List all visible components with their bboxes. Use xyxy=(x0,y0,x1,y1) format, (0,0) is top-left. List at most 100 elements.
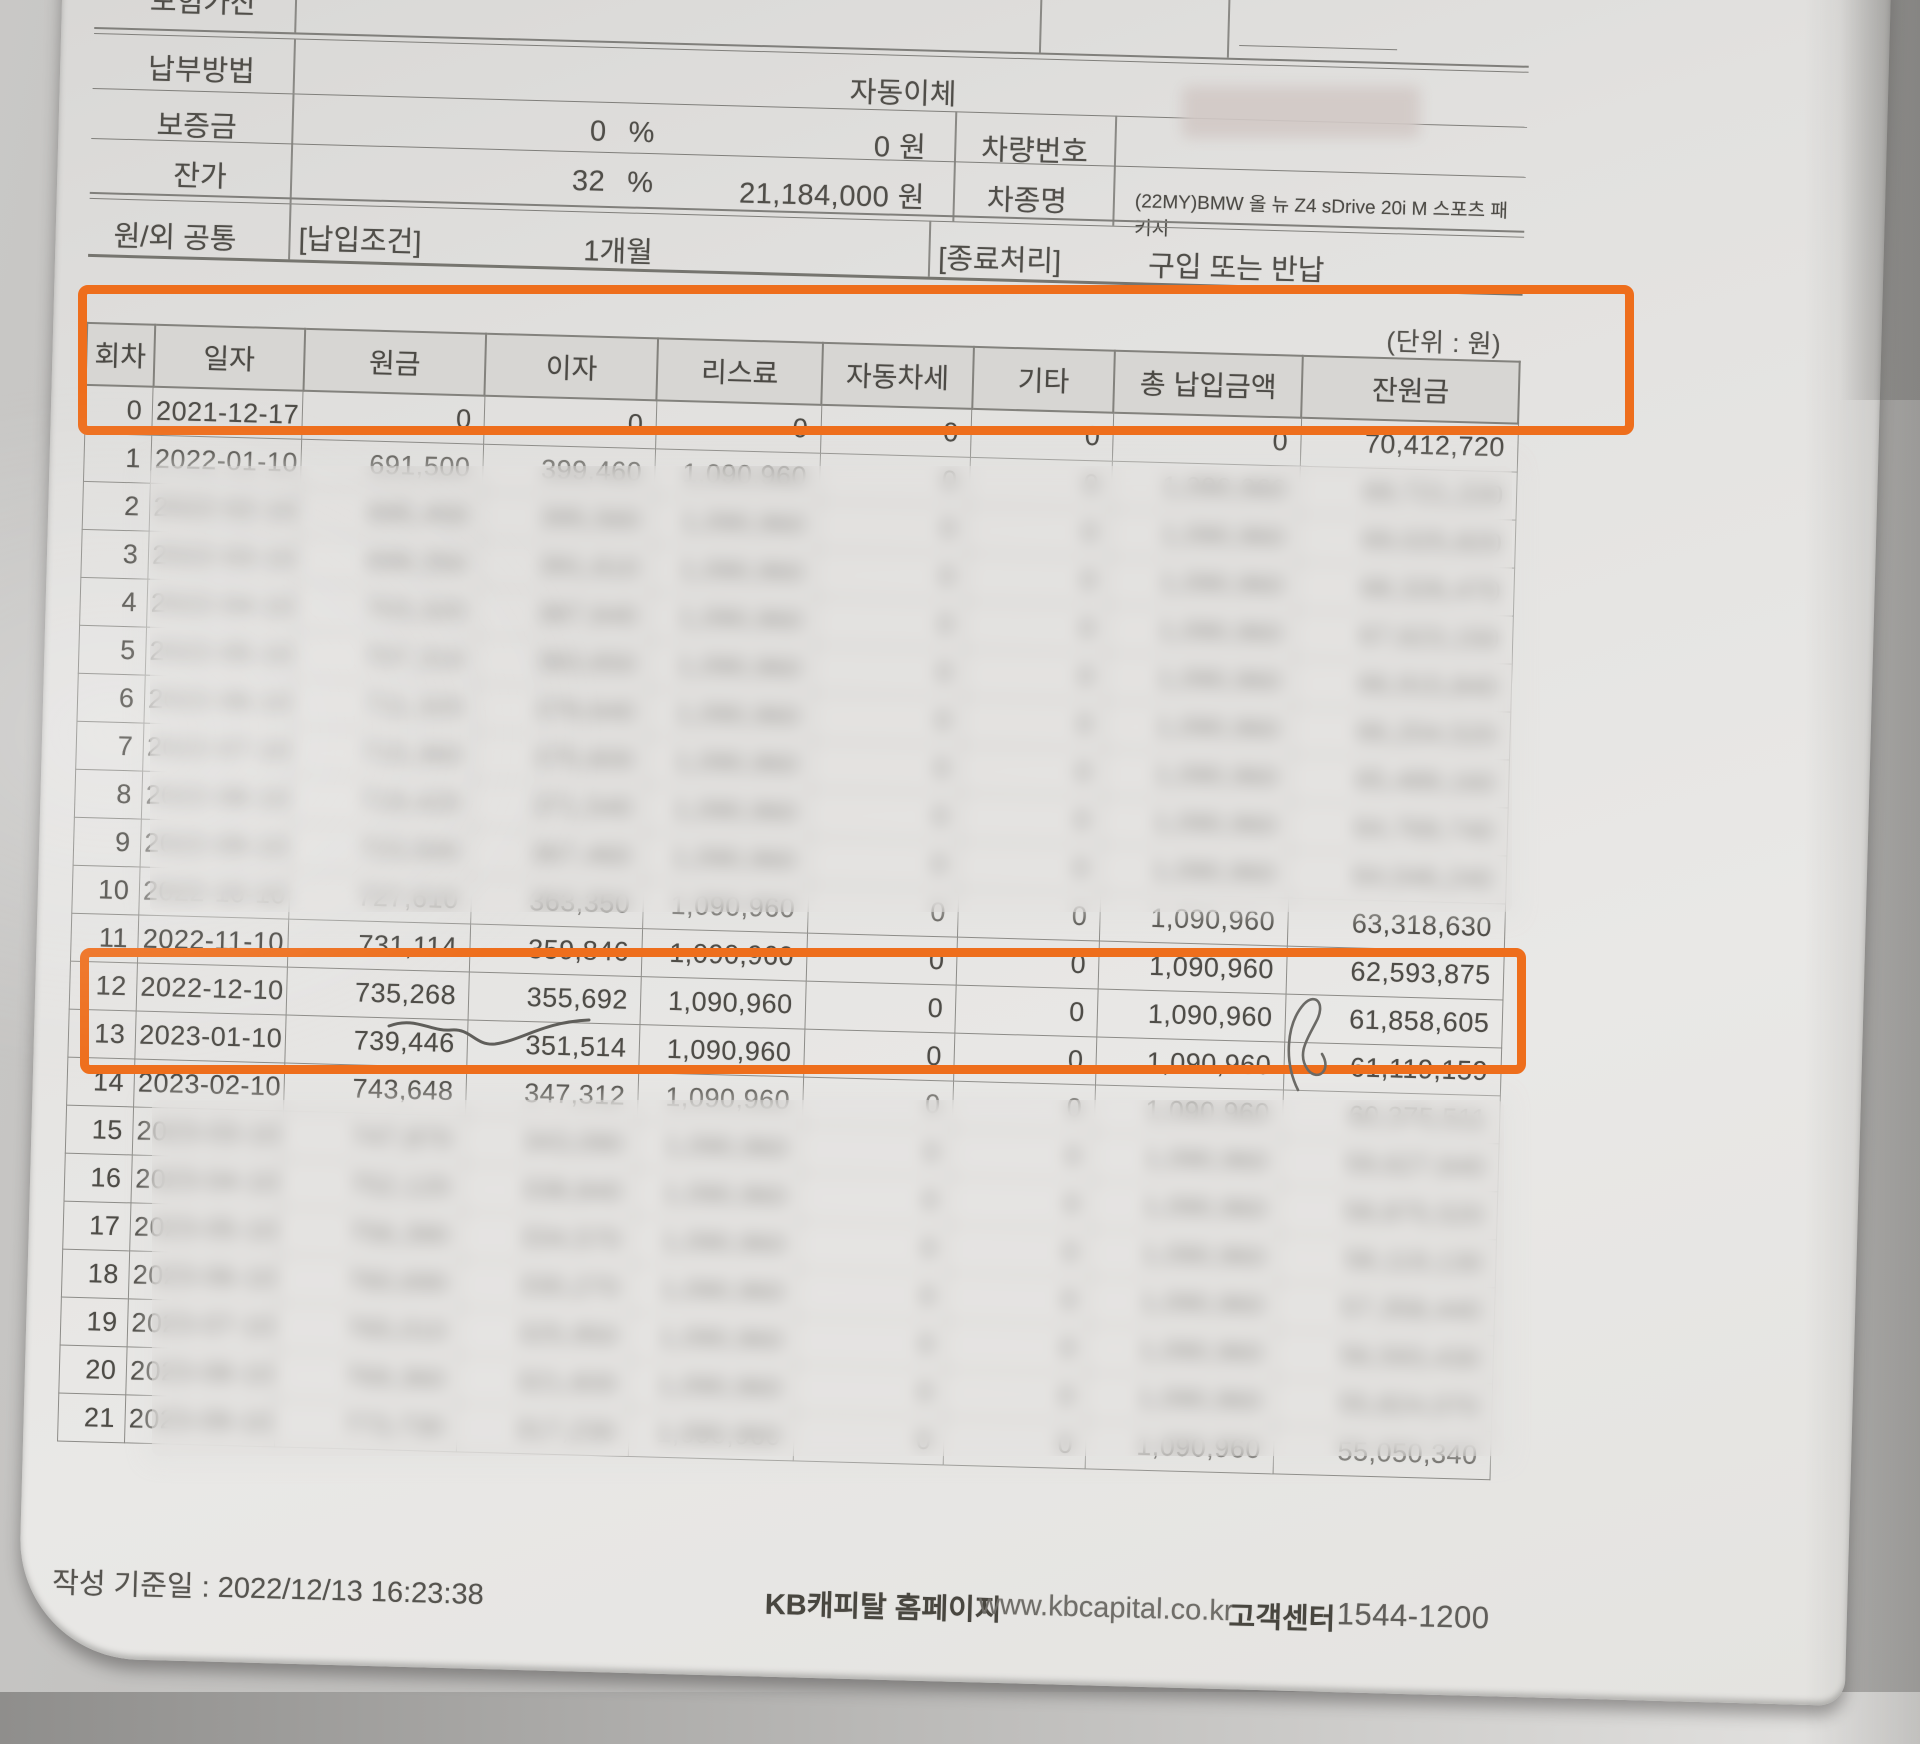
cell-interest: 321,600 xyxy=(457,1355,631,1408)
cell-total-payment: 1,090,960 xyxy=(1101,796,1291,850)
cell-remaining-principal: 55,824,070 xyxy=(1274,1377,1493,1432)
cell-remaining-principal: 55,050,340 xyxy=(1272,1425,1491,1480)
cell-date: 2022-04-10 xyxy=(146,578,298,631)
cell-car-tax: 0 xyxy=(812,692,965,745)
cell-lease-fee: 1,090,960 xyxy=(642,880,809,933)
col-header-date: 일자 xyxy=(153,324,305,391)
cell-principal: 691,500 xyxy=(300,438,484,492)
cell-car-tax: 0 xyxy=(800,1124,953,1177)
cell-principal: 707,310 xyxy=(295,630,479,684)
cell-round: 11 xyxy=(70,912,140,963)
customer-center-phone: 1544-1200 xyxy=(1336,1596,1490,1636)
cell-round: 16 xyxy=(63,1152,133,1203)
cell-etc: 0 xyxy=(951,1128,1095,1181)
cell-car-tax: 0 xyxy=(795,1316,948,1369)
cell-interest: 325,950 xyxy=(458,1307,632,1360)
cell-interest: 0 xyxy=(483,395,657,449)
cell-total-payment: 1,090,960 xyxy=(1097,940,1288,994)
cell-total-payment: 1,090,960 xyxy=(1087,1324,1277,1378)
cell-round: 8 xyxy=(73,768,144,819)
cell-car-tax: 0 xyxy=(817,500,970,553)
cell-etc: 0 xyxy=(960,792,1104,845)
cell-round: 13 xyxy=(67,1008,137,1059)
cell-principal: 711,320 xyxy=(294,678,478,732)
cell-car-tax: 0 xyxy=(801,1076,954,1129)
cell-principal: 695,400 xyxy=(299,486,483,540)
col-header-car-tax: 자동차세 xyxy=(821,342,974,409)
cell-principal: 773,730 xyxy=(274,1398,458,1452)
cell-date: 2022-02-10 xyxy=(149,482,301,535)
cell-lease-fee: 1,090,960 xyxy=(628,1407,795,1461)
cell-etc: 0 xyxy=(944,1368,1088,1421)
cell-etc: 0 xyxy=(945,1320,1089,1373)
cell-etc: 0 xyxy=(964,648,1108,701)
cell-lease-fee: 1,090,960 xyxy=(630,1312,797,1365)
cell-date: 2022-03-10 xyxy=(148,530,300,583)
cell-round: 0 xyxy=(84,384,154,435)
cell-principal: 760,690 xyxy=(278,1254,462,1308)
cell-interest: 399,460 xyxy=(482,443,656,497)
cell-remaining-principal: 69,721,220 xyxy=(1298,465,1517,520)
pay-method-value: 자동이체 xyxy=(849,76,957,112)
cell-lease-fee: 1,090,960 xyxy=(638,1024,805,1077)
cell-etc: 0 xyxy=(961,744,1105,797)
payment-schedule-table: 회차 일자 원금 이자 리스료 자동차세 기타 총 납입금액 잔원금 0 202… xyxy=(56,322,1521,1480)
cell-interest: 387,640 xyxy=(478,587,652,641)
cell-car-tax: 0 xyxy=(813,644,966,697)
cell-principal: 715,360 xyxy=(292,726,476,780)
col-header-lease-fee: 리스료 xyxy=(656,338,824,405)
cell-interest: 343,090 xyxy=(464,1115,638,1169)
cell-remaining-principal: 65,489,160 xyxy=(1290,753,1509,808)
cell-car-tax: 0 xyxy=(818,452,971,505)
cell-total-payment: 1,090,960 xyxy=(1103,748,1293,802)
cell-principal: 756,390 xyxy=(279,1206,463,1260)
cell-date: 2023-08-10 xyxy=(126,1346,278,1399)
cell-etc: 0 xyxy=(966,552,1110,605)
cell-remaining-principal: 58,119,130 xyxy=(1277,1233,1496,1288)
cell-date: 2022-09-10 xyxy=(140,818,292,871)
cell-principal: 765,010 xyxy=(277,1302,461,1356)
cell-interest: 330,270 xyxy=(460,1259,634,1313)
cell-remaining-principal: 60,375,511 xyxy=(1281,1089,1500,1144)
cell-car-tax: 0 xyxy=(798,1220,950,1273)
payment-condition-label: [납입조건] xyxy=(298,223,422,259)
cell-remaining-principal: 66,915,840 xyxy=(1293,657,1512,712)
cell-etc: 0 xyxy=(949,1176,1093,1229)
desk-surface xyxy=(0,1692,1920,1744)
cell-interest: 334,570 xyxy=(461,1211,635,1265)
cell-date: 2023-01-10 xyxy=(135,1010,287,1063)
cell-car-tax: 0 xyxy=(796,1268,949,1321)
cell-interest: 391,610 xyxy=(479,539,653,593)
cell-etc: 0 xyxy=(958,840,1102,893)
cell-total-payment: 1,090,960 xyxy=(1088,1276,1278,1330)
cell-car-tax: 0 xyxy=(804,980,957,1033)
cell-remaining-principal: 56,593,430 xyxy=(1275,1329,1494,1384)
customer-center-label: 고객센터 xyxy=(1228,1601,1336,1637)
cell-total-payment: 1,090,960 xyxy=(1100,844,1290,898)
cell-etc: 0 xyxy=(970,408,1114,461)
cell-car-tax: 0 xyxy=(808,836,961,889)
percent-sign: % xyxy=(628,116,655,150)
cell-etc: 0 xyxy=(948,1224,1092,1277)
cell-lease-fee: 1,090,960 xyxy=(653,448,821,501)
cell-remaining-principal: 70,412,720 xyxy=(1299,417,1519,472)
payment-condition-value: 1개월 xyxy=(582,235,654,270)
cell-date: 2022-12-10 xyxy=(136,962,288,1015)
cell-interest: 375,600 xyxy=(474,731,648,785)
cell-car-tax: 0 xyxy=(820,404,972,457)
cell-interest: 355,692 xyxy=(467,971,641,1025)
cell-car-tax: 0 xyxy=(803,1028,956,1081)
cell-etc: 0 xyxy=(956,936,1100,989)
cell-interest: 383,650 xyxy=(477,635,651,689)
cell-lease-fee: 1,090,960 xyxy=(629,1359,796,1413)
cell-principal: 703,320 xyxy=(296,582,480,636)
cell-remaining-principal: 67,623,150 xyxy=(1294,609,1513,664)
cell-lease-fee: 1,090,960 xyxy=(633,1216,800,1269)
cell-remaining-principal: 64,046,240 xyxy=(1288,849,1507,904)
cell-round: 4 xyxy=(79,576,149,627)
cell-date: 2023-02-10 xyxy=(133,1058,285,1111)
schedule-body: 0 2021-12-17 0 0 0 0 0 0 70,412,720 1 20… xyxy=(57,384,1519,1480)
cell-etc: 0 xyxy=(947,1272,1091,1325)
cell-round: 18 xyxy=(60,1248,131,1299)
cell-lease-fee: 1,090,960 xyxy=(648,640,815,693)
